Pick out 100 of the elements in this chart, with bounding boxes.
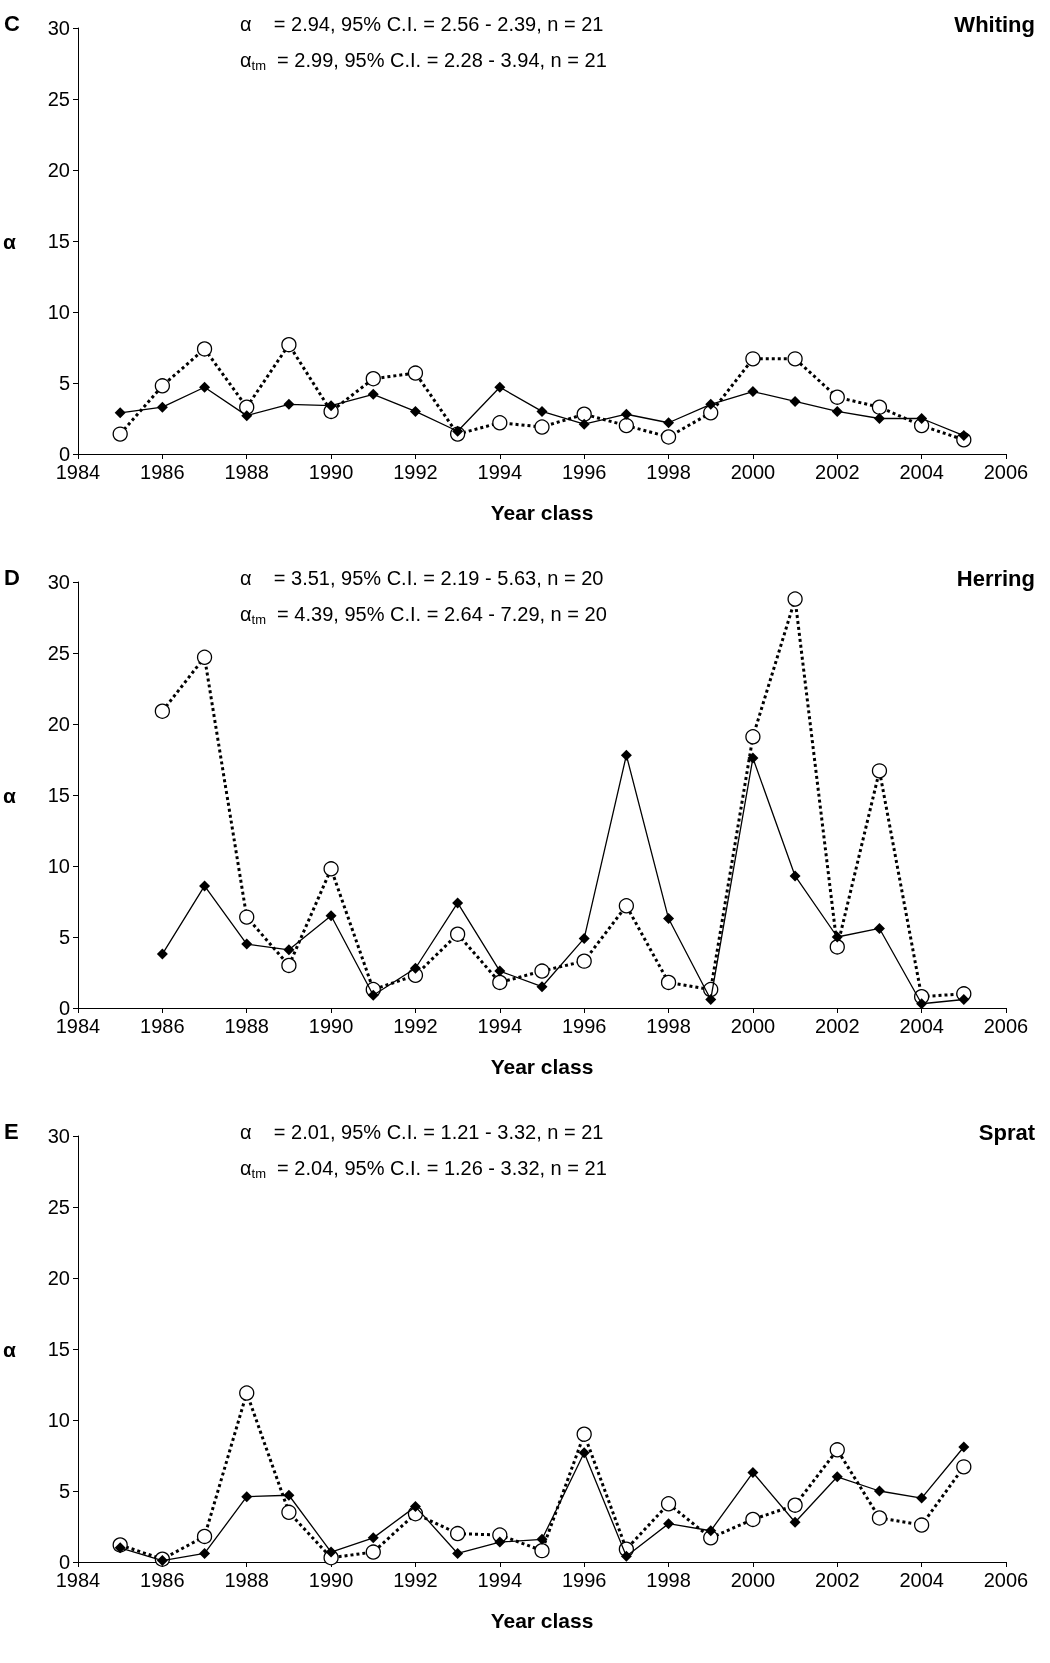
- point: [871, 1510, 888, 1526]
- point: [281, 1504, 297, 1520]
- chart-title: Sprat: [978, 1119, 1036, 1145]
- point: [747, 1467, 759, 1479]
- x-tick-label: 1992: [393, 1015, 438, 1037]
- point: [452, 425, 464, 437]
- point: [958, 993, 970, 1005]
- point: [283, 944, 295, 956]
- x-tick-label: 2004: [899, 1569, 944, 1591]
- point: [199, 1547, 211, 1559]
- x-tick-label: 1988: [224, 461, 269, 483]
- point: [450, 1525, 466, 1542]
- y-axis-title: α: [3, 229, 17, 253]
- annotation: α = 2.94, 95% C.I. = 2.56 - 2.39, n = 21: [240, 13, 604, 35]
- x-tick-label: 1996: [561, 461, 607, 483]
- point: [367, 1532, 379, 1544]
- point: [871, 763, 888, 779]
- point: [156, 1555, 168, 1567]
- point: [663, 913, 675, 925]
- x-tick-label: 2006: [983, 1569, 1029, 1591]
- x-tick-label: 1998: [646, 1015, 691, 1037]
- x-tick-label: 2004: [899, 461, 944, 483]
- point: [154, 703, 171, 719]
- point: [578, 932, 590, 944]
- x-axis-title: Year class: [490, 1055, 594, 1078]
- annotation: α = 2.01, 95% C.I. = 1.21 - 3.32, n = 21: [240, 1121, 604, 1143]
- point: [618, 417, 635, 434]
- point: [283, 1489, 295, 1501]
- x-tick-label: 2002: [815, 1569, 860, 1591]
- point: [325, 1546, 337, 1558]
- x-tick-label: 1990: [308, 1569, 354, 1591]
- annotation: α = 3.51, 95% C.I. = 2.19 - 5.63, n = 20: [240, 567, 604, 589]
- point: [660, 429, 677, 445]
- x-tick-label: 2006: [983, 1015, 1029, 1037]
- point: [916, 413, 928, 424]
- point: [745, 351, 761, 367]
- point: [829, 939, 845, 955]
- point: [787, 591, 803, 607]
- point: [239, 1385, 255, 1401]
- y-tick-label: 30: [47, 17, 70, 39]
- x-tick-label: 1996: [561, 1015, 607, 1037]
- y-tick-label: 20: [47, 713, 70, 735]
- point: [283, 398, 295, 410]
- point: [536, 1533, 548, 1545]
- point: [829, 389, 845, 405]
- y-tick-label: 20: [47, 159, 70, 181]
- point: [325, 910, 337, 922]
- point: [534, 963, 550, 979]
- y-tick-label: 25: [47, 1196, 70, 1218]
- point: [409, 405, 421, 417]
- point: [154, 378, 171, 394]
- y-tick-label: 15: [47, 784, 70, 806]
- point: [534, 1542, 550, 1559]
- x-tick-label: 2004: [899, 1015, 944, 1037]
- point: [747, 752, 759, 764]
- point: [409, 1501, 421, 1513]
- point: [407, 365, 424, 381]
- y-tick-label: 30: [47, 1125, 70, 1147]
- y-tick-label: 15: [47, 1338, 70, 1360]
- point: [241, 1491, 253, 1503]
- point: [958, 1441, 970, 1453]
- chart-title: Whiting: [954, 11, 1036, 37]
- x-tick-label: 2002: [815, 461, 860, 483]
- x-tick-label: 1990: [308, 1015, 354, 1037]
- point: [114, 1542, 126, 1554]
- x-tick-label: 1998: [646, 1569, 691, 1591]
- x-tick-label: 2000: [730, 1569, 776, 1591]
- point: [873, 413, 885, 424]
- point: [492, 415, 508, 431]
- point: [199, 381, 211, 393]
- x-tick-label: 1990: [308, 461, 354, 483]
- point: [831, 931, 843, 943]
- point: [239, 909, 255, 925]
- point: [199, 880, 211, 892]
- point: [494, 381, 506, 393]
- y-tick-label: 5: [58, 372, 70, 394]
- point: [196, 1528, 213, 1545]
- y-tick-label: 25: [47, 642, 70, 664]
- point: [365, 371, 381, 387]
- point: [620, 1550, 632, 1562]
- point: [914, 1517, 930, 1533]
- point: [789, 395, 801, 407]
- point: [576, 1426, 592, 1442]
- point: [787, 1497, 803, 1513]
- point: [789, 1516, 801, 1528]
- point: [745, 1511, 761, 1528]
- point: [156, 401, 168, 413]
- x-tick-label: 1994: [477, 1015, 523, 1037]
- x-tick-label: 1986: [140, 1569, 185, 1591]
- point: [873, 922, 885, 934]
- x-tick-label: 1986: [140, 1015, 185, 1037]
- point: [452, 1547, 464, 1559]
- point: [365, 1544, 381, 1560]
- x-axis-title: Year class: [490, 501, 594, 524]
- point: [578, 418, 590, 430]
- point: [281, 337, 297, 353]
- point: [620, 408, 632, 420]
- y-tick-label: 25: [47, 88, 70, 110]
- point: [323, 861, 339, 877]
- x-tick-label: 1992: [393, 1569, 438, 1591]
